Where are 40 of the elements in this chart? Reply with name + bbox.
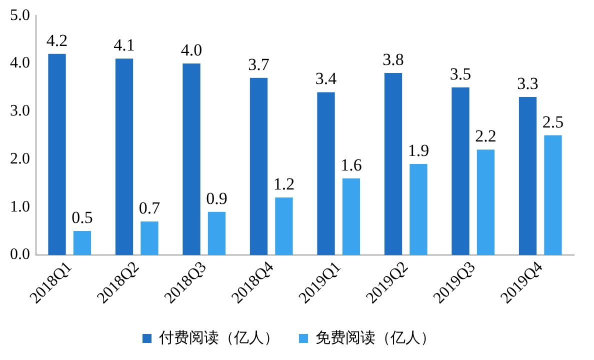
bar xyxy=(317,92,335,255)
data-label: 0.7 xyxy=(138,198,161,218)
data-label: 0.9 xyxy=(206,188,228,208)
data-label: 0.5 xyxy=(72,208,93,227)
bar xyxy=(384,73,402,255)
data-label: 3.8 xyxy=(382,50,404,70)
data-label: 4.1 xyxy=(114,36,135,55)
bar xyxy=(48,54,66,255)
bar xyxy=(140,221,158,255)
data-label: 3.7 xyxy=(248,54,270,74)
y-tick-label: 2.0 xyxy=(10,150,30,168)
y-tick-label: 3.0 xyxy=(10,102,30,120)
bar xyxy=(73,231,92,255)
y-tick-label: 0.0 xyxy=(10,246,30,264)
bar xyxy=(275,198,293,255)
bar xyxy=(410,164,428,255)
bar xyxy=(518,96,537,255)
bar xyxy=(476,150,495,255)
legend-label: 付费阅读（亿人） xyxy=(158,329,279,346)
bar xyxy=(208,212,226,255)
data-label: 1.6 xyxy=(340,155,362,174)
data-label: 3.3 xyxy=(517,74,538,93)
data-label: 3.4 xyxy=(315,69,338,88)
y-tick-label: 1.0 xyxy=(10,198,30,216)
bar xyxy=(250,78,268,255)
y-tick-label: 5.0 xyxy=(10,6,30,24)
data-label: 2.2 xyxy=(475,126,496,146)
bar xyxy=(544,135,562,255)
legend-label: 免费阅读（亿人） xyxy=(316,329,436,346)
data-label: 3.5 xyxy=(450,64,472,84)
data-label: 4.2 xyxy=(46,30,68,50)
data-label: 1.9 xyxy=(408,140,430,160)
data-label: 4.0 xyxy=(180,40,202,60)
y-tick-label: 4.0 xyxy=(10,54,30,72)
data-label: 2.5 xyxy=(542,112,564,132)
bar xyxy=(342,178,360,255)
bar xyxy=(115,58,134,255)
data-label: 1.2 xyxy=(273,174,295,194)
bar xyxy=(182,63,200,255)
bar xyxy=(452,87,470,255)
